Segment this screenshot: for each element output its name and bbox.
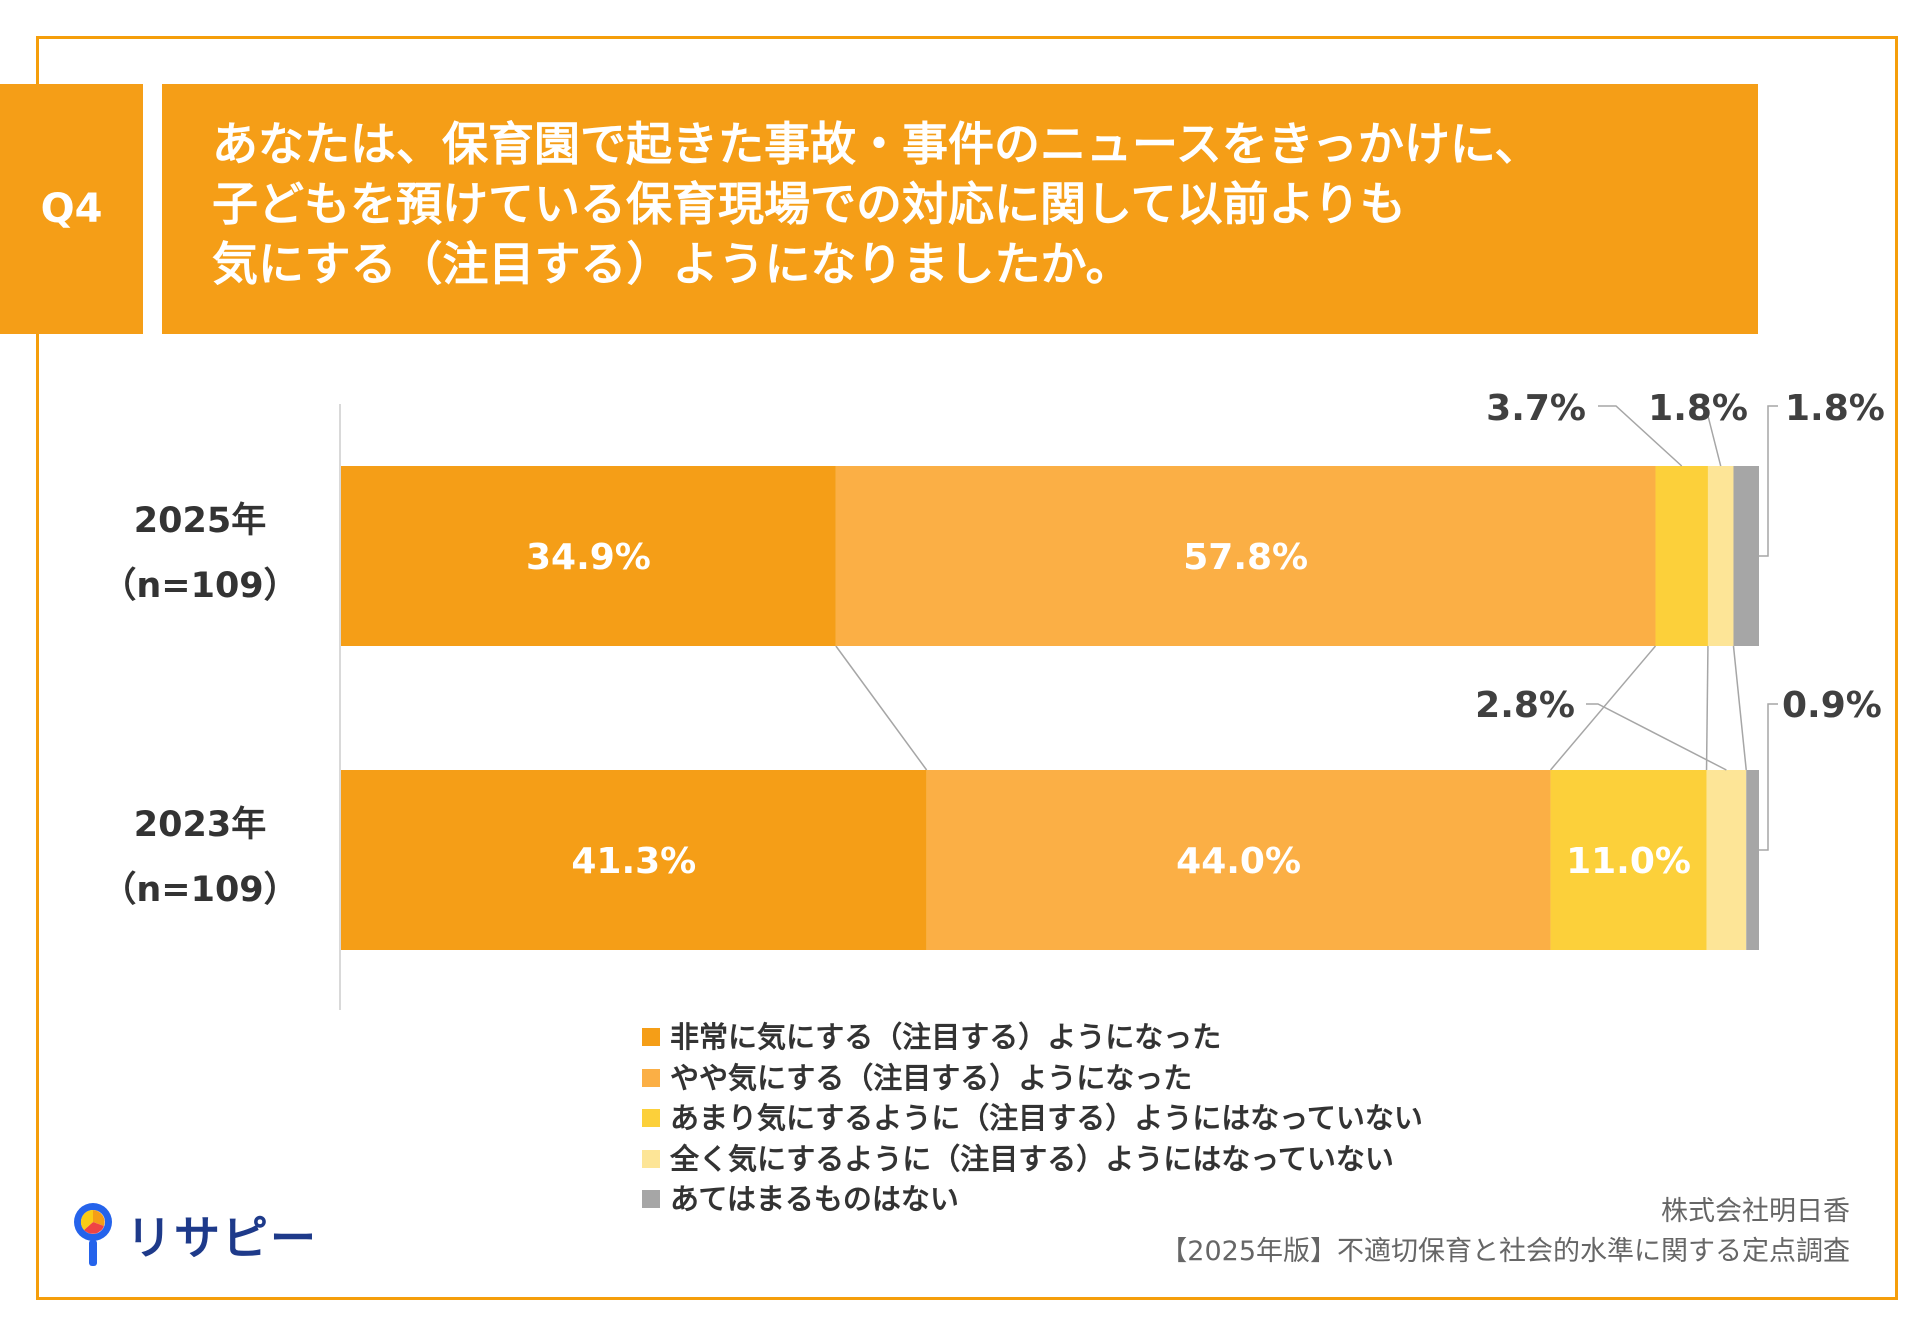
outer-frame — [36, 36, 1898, 1300]
question-number: Q4 — [40, 186, 103, 232]
callout-label: 0.9% — [1782, 685, 1882, 726]
question-number-badge: Q4 — [0, 84, 143, 334]
category-n-label: （n=109） — [101, 870, 298, 910]
question-line-2: 子どもを預けている保育現場での対応に関して以前よりも — [212, 177, 1406, 231]
bar-segment — [1550, 770, 1707, 950]
chart-legend: 非常に気にする（注目する）ようになった やや気にする（注目する）ようになったあまり… — [642, 1017, 1423, 1220]
question-line-3: 気にする（注目する）ようになりましたか。 — [212, 237, 1132, 291]
credit-survey: 【2025年版】不適切保育と社会的水準に関する定点調査 — [1160, 1236, 1850, 1267]
legend-item: 非常に気にする（注目する）ようになった — [642, 1017, 1423, 1058]
credit: 株式会社明日香 【2025年版】不適切保育と社会的水準に関する定点調査 — [1160, 1192, 1850, 1272]
legend-label: あまり気にするように（注目する）ようにはなっていない — [670, 1101, 1423, 1135]
legend-item: やや気にする（注目する）ようになった — [642, 1058, 1423, 1099]
connector-line — [1705, 645, 1709, 771]
legend-label: 全く気にするように（注目する）ようにはなっていない — [670, 1141, 1394, 1176]
bar-segment — [1706, 770, 1747, 950]
legend-swatch — [642, 1028, 660, 1047]
legend-swatch — [642, 1068, 660, 1087]
data-label: 57.8% — [1183, 537, 1308, 578]
bar-segment — [341, 770, 927, 950]
risapi-logo: リサピー — [70, 1200, 318, 1270]
callout-line — [1746, 405, 1778, 557]
bar-segment — [926, 770, 1551, 950]
callout-label: 1.8% — [1648, 388, 1748, 429]
legend-swatch — [642, 1109, 660, 1128]
logo-text: リサピー — [126, 1211, 318, 1265]
connector-line — [1732, 645, 1747, 771]
bar-segment — [835, 466, 1656, 646]
connector-line — [835, 645, 928, 771]
logo-pin-icon — [70, 1200, 116, 1270]
category-n-label: （n=109） — [101, 566, 298, 606]
legend-label: あてはまるものはない — [670, 1182, 959, 1216]
credit-company: 株式会社明日香 — [1661, 1196, 1850, 1227]
callout-line — [1705, 407, 1722, 467]
callout-line — [1598, 405, 1683, 467]
callout-line — [1752, 703, 1778, 851]
question-line-1: あなたは、保育園で起きた事故・事件のニュースをきっかけに、 — [212, 117, 1541, 171]
legend-label: 非常に気にする（注目する）ようになった — [670, 1020, 1222, 1054]
category-label: 2025年 — [134, 501, 266, 541]
bar-segment — [1746, 770, 1759, 950]
callout-label: 2.8% — [1475, 685, 1575, 726]
data-label: 34.9% — [526, 537, 651, 578]
legend-label: やや気にする（注目する）ようになった — [670, 1060, 1193, 1095]
data-label: 41.3% — [571, 841, 696, 882]
connector-line — [1549, 645, 1657, 771]
legend-item: 全く気にするように（注目する）ようにはなっていない — [642, 1139, 1423, 1180]
bar-segment — [1707, 466, 1734, 646]
callout-label: 3.7% — [1486, 388, 1586, 429]
legend-swatch — [642, 1149, 660, 1168]
data-label: 44.0% — [1176, 841, 1301, 882]
category-label: 2023年 — [134, 805, 266, 845]
callout-label: 1.8% — [1785, 388, 1885, 429]
callout-line — [1586, 703, 1727, 771]
legend-item: あまり気にするように（注目する）ようにはなっていない — [642, 1098, 1423, 1139]
legend-swatch — [642, 1190, 660, 1209]
bar-segment — [1655, 466, 1708, 646]
bar-segment — [341, 466, 836, 646]
legend-item: あてはまるものはない — [642, 1179, 1423, 1220]
question-title: あなたは、保育園で起きた事故・事件のニュースをきっかけに、 子どもを預けている保… — [162, 84, 1758, 334]
data-label: 11.0% — [1566, 841, 1691, 882]
